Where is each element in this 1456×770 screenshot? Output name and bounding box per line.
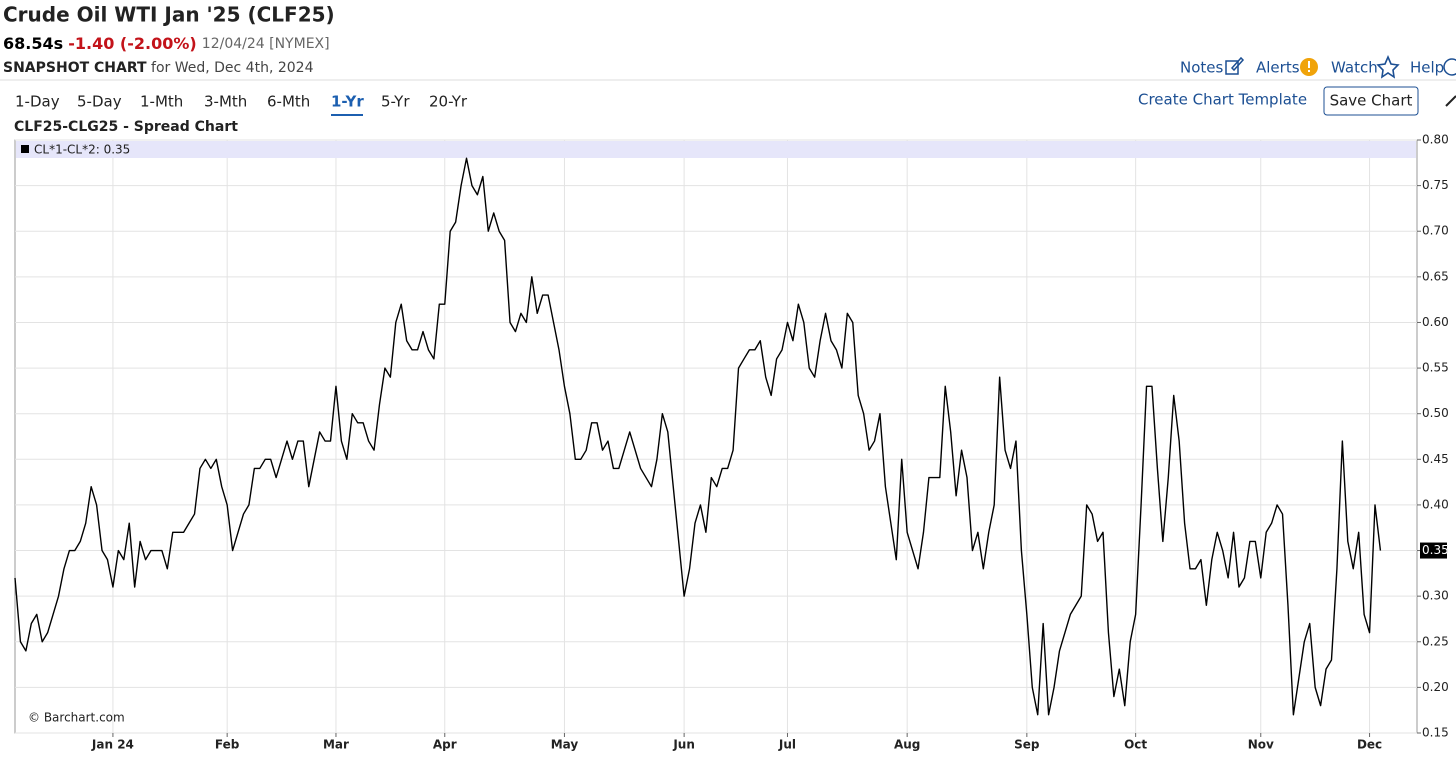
snapshot-label: SNAPSHOT CHART bbox=[3, 60, 147, 76]
y-tick-label: 0.55 bbox=[1422, 361, 1449, 375]
y-tick-label: 0.45 bbox=[1422, 452, 1449, 466]
last-value-box bbox=[1420, 542, 1447, 559]
price-change: -1.40 (-2.00%) bbox=[68, 34, 196, 53]
y-tick-label: 0.75 bbox=[1422, 178, 1449, 192]
range-tab-active[interactable]: 1-Yr bbox=[331, 93, 364, 111]
x-tick-label: Jun bbox=[672, 738, 695, 752]
save-chart-button[interactable] bbox=[1323, 86, 1419, 116]
x-tick-label: Jul bbox=[778, 738, 796, 752]
range-tab[interactable]: 5-Yr bbox=[381, 93, 410, 111]
expand-icon bbox=[1445, 95, 1456, 107]
watch-link[interactable]: Watch bbox=[1331, 59, 1378, 77]
y-tick-label: 0.65 bbox=[1422, 269, 1449, 283]
quote-date: 12/04/24 [NYMEX] bbox=[202, 36, 330, 52]
legend-band bbox=[16, 141, 1416, 158]
legend-label: CL*1-CL*2: 0.35 bbox=[34, 143, 130, 157]
last-price: 68.54s bbox=[3, 34, 63, 53]
range-tab[interactable]: 20-Yr bbox=[429, 93, 468, 111]
x-tick-label: Dec bbox=[1357, 738, 1382, 752]
range-tab[interactable]: 1-Day bbox=[15, 93, 60, 111]
range-tab[interactable]: 3-Mth bbox=[204, 93, 247, 111]
x-tick-label: Jan 24 bbox=[91, 738, 134, 752]
y-tick-label: 0.25 bbox=[1422, 634, 1449, 648]
quote-line: 68.54s -1.40 (-2.00%) 12/04/24 [NYMEX] bbox=[3, 34, 330, 53]
range-tabs: 1-Day 5-Day 1-Mth 3-Mth 6-Mth 1-Yr 5-Yr … bbox=[15, 93, 468, 116]
alerts-icon bbox=[1300, 58, 1318, 76]
y-tick-label: 0.15 bbox=[1422, 726, 1449, 740]
snapshot-date: for Wed, Dec 4th, 2024 bbox=[151, 60, 314, 76]
page-title: Crude Oil WTI Jan '25 (CLF25) bbox=[3, 3, 335, 27]
credit: © Barchart.com bbox=[28, 711, 125, 725]
alerts-link[interactable]: Alerts bbox=[1256, 59, 1300, 77]
y-tick-label: 0.70 bbox=[1422, 224, 1449, 238]
x-tick-label: May bbox=[551, 738, 579, 752]
y-tick-label: 0.80 bbox=[1422, 133, 1449, 147]
y-tick-label: 0.30 bbox=[1422, 589, 1449, 603]
watch-icon bbox=[1376, 54, 1400, 79]
notes-link[interactable]: Notes bbox=[1180, 59, 1224, 77]
legend-swatch bbox=[21, 145, 29, 153]
save-chart-label[interactable]: Save Chart bbox=[1330, 92, 1413, 110]
chart-title: CLF25-CLG25 - Spread Chart bbox=[14, 119, 238, 135]
x-tick-label: Nov bbox=[1248, 738, 1274, 752]
series-line bbox=[14, 157, 1382, 716]
range-tab[interactable]: 5-Day bbox=[77, 93, 122, 111]
y-tick-label: 0.40 bbox=[1422, 497, 1449, 511]
last-value-label: 0.35 bbox=[1422, 543, 1449, 557]
create-template-button[interactable]: Create Chart Template bbox=[1138, 91, 1307, 109]
x-tick-label: Oct bbox=[1124, 738, 1147, 752]
y-tick-label: 0.60 bbox=[1422, 315, 1449, 329]
notes-icon bbox=[1225, 56, 1245, 75]
x-tick-label: Aug bbox=[894, 738, 920, 752]
x-tick-label: Mar bbox=[323, 738, 349, 752]
plot-area bbox=[14, 139, 1418, 734]
y-tick-label: 0.20 bbox=[1422, 680, 1449, 694]
y-tick-label: 0.50 bbox=[1422, 406, 1449, 420]
plot bbox=[14, 157, 1382, 716]
x-tick-label: Apr bbox=[433, 738, 457, 752]
x-tick-label: Sep bbox=[1014, 738, 1040, 752]
snapshot-line: SNAPSHOT CHART for Wed, Dec 4th, 2024 bbox=[3, 60, 314, 76]
help-link[interactable]: Help bbox=[1410, 59, 1444, 77]
range-tab[interactable]: 6-Mth bbox=[267, 93, 310, 111]
help-icon bbox=[1443, 58, 1456, 76]
x-tick-label: Feb bbox=[215, 738, 240, 752]
range-tab[interactable]: 1-Mth bbox=[140, 93, 183, 111]
